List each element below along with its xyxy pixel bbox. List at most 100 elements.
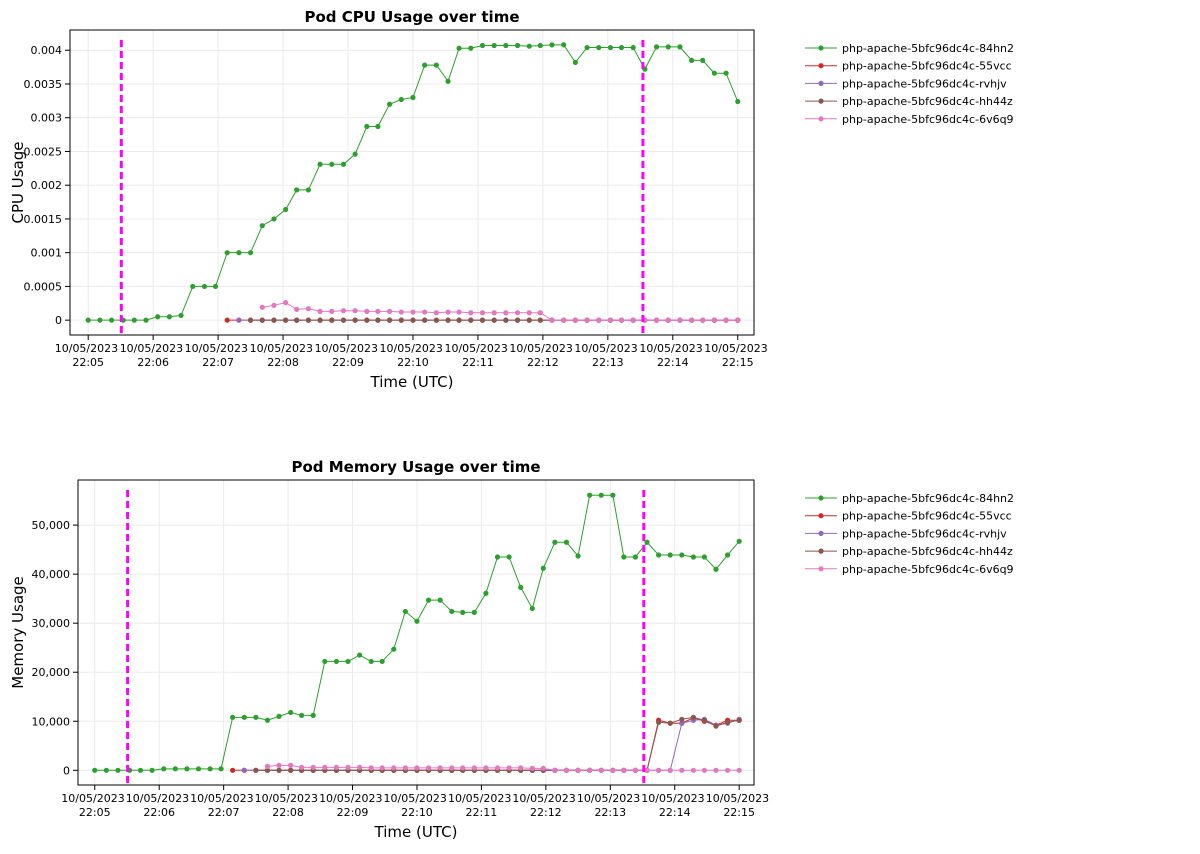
- data-point: [299, 712, 305, 718]
- data-point: [288, 762, 294, 768]
- data-point: [115, 767, 121, 773]
- data-point: [561, 317, 567, 323]
- data-point: [610, 492, 616, 498]
- data-point: [700, 317, 706, 323]
- data-point: [357, 652, 363, 658]
- data-point: [449, 608, 455, 615]
- data-point: [402, 765, 408, 771]
- data-point: [456, 45, 462, 51]
- data-point: [241, 714, 247, 720]
- data-point: [460, 765, 466, 771]
- data-point: [575, 767, 581, 773]
- data-point: [610, 767, 616, 773]
- plot-area: [78, 480, 754, 785]
- data-point: [584, 44, 590, 51]
- y-tick-label: 0.0005: [24, 280, 63, 293]
- data-point: [549, 317, 555, 323]
- legend-marker: [818, 513, 824, 519]
- data-point: [364, 308, 370, 314]
- data-point: [283, 300, 289, 306]
- data-point: [375, 308, 381, 314]
- data-point: [656, 767, 662, 773]
- data-point: [607, 317, 614, 323]
- data-point: [317, 317, 323, 323]
- data-point: [445, 78, 451, 84]
- data-point: [518, 584, 524, 590]
- data-point: [433, 317, 439, 323]
- data-point: [724, 767, 731, 773]
- data-point: [618, 44, 625, 51]
- plot-frame: [77, 479, 755, 786]
- data-point: [97, 317, 103, 323]
- data-point: [230, 767, 236, 773]
- data-point: [305, 187, 311, 193]
- chart-title: Pod Memory Usage over time: [291, 458, 540, 476]
- data-point: [514, 310, 521, 316]
- x-tick-label: 10/05/2023 22:08: [255, 792, 322, 819]
- data-point: [598, 767, 604, 773]
- x-tick-label: 10/05/2023 22:05: [55, 342, 122, 369]
- data-point: [379, 765, 385, 771]
- data-point: [723, 70, 729, 76]
- data-point: [288, 767, 294, 773]
- data-point: [607, 44, 614, 51]
- data-point: [329, 161, 335, 167]
- data-point: [143, 317, 149, 323]
- data-point: [195, 766, 202, 772]
- data-point: [218, 766, 224, 772]
- data-point: [322, 764, 328, 770]
- data-point: [368, 765, 374, 771]
- data-point: [689, 317, 695, 323]
- y-tick-label: 0: [55, 314, 62, 327]
- data-point: [259, 304, 265, 310]
- data-point: [479, 310, 486, 316]
- data-point: [241, 767, 247, 773]
- legend-marker: [818, 548, 824, 554]
- data-point: [713, 767, 719, 773]
- x-tick-label: 10/05/2023 22:11: [444, 342, 511, 369]
- data-point: [155, 314, 161, 320]
- data-point: [391, 646, 397, 652]
- y-tick-label: 0.0035: [24, 78, 63, 91]
- legend-label: php-apache-5bfc96dc4c-84hn2: [842, 42, 1014, 55]
- data-point: [503, 42, 509, 49]
- data-point: [276, 762, 282, 768]
- x-tick-label: 10/05/2023 22:08: [250, 342, 317, 369]
- data-point: [526, 310, 532, 316]
- legend-label: php-apache-5bfc96dc4c-rvhjv: [842, 527, 1007, 540]
- data-point: [283, 317, 289, 323]
- data-point: [368, 658, 374, 665]
- data-point: [483, 590, 489, 596]
- data-point: [468, 310, 474, 316]
- data-point: [677, 44, 683, 50]
- data-point: [386, 317, 393, 323]
- y-tick-label: 0.001: [31, 247, 63, 260]
- data-point: [201, 283, 208, 290]
- data-point: [345, 764, 351, 770]
- y-tick-label: 0.003: [31, 112, 63, 125]
- data-point: [375, 123, 381, 130]
- data-point: [506, 554, 512, 560]
- legend-marker: [818, 116, 824, 122]
- data-point: [503, 310, 509, 316]
- x-tick-label: 10/05/2023 22:12: [509, 342, 576, 369]
- data-point: [271, 302, 277, 308]
- data-point: [679, 552, 685, 558]
- data-point: [149, 767, 155, 773]
- data-point: [665, 44, 671, 50]
- plot-area: [70, 30, 754, 335]
- data-point: [537, 310, 543, 316]
- data-point: [584, 317, 590, 323]
- data-point: [575, 553, 581, 559]
- data-point: [713, 723, 719, 729]
- y-axis-label: Memory Usage: [9, 576, 27, 689]
- data-point: [310, 712, 316, 718]
- data-point: [283, 206, 289, 213]
- data-point: [572, 59, 578, 65]
- data-point: [587, 492, 593, 498]
- data-point: [333, 658, 340, 665]
- y-tick-label: 30,000: [32, 617, 71, 630]
- data-point: [108, 317, 115, 323]
- data-point: [526, 43, 532, 49]
- data-point: [552, 539, 558, 545]
